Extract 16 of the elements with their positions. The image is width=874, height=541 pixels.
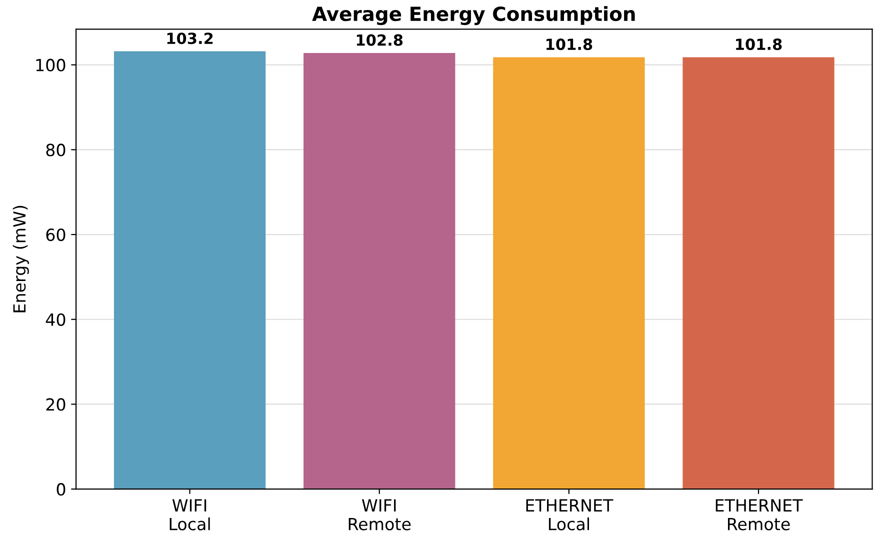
y-tick-label: 80 [46, 144, 66, 156]
y-tick-label: 60 [46, 228, 66, 242]
y-tick-label: 0 [56, 483, 66, 496]
y-tick-label: 20 [46, 398, 66, 411]
x-tick-label: WIFI Local [170, 499, 210, 530]
data-label: 101.8 [546, 38, 592, 50]
y-tick-label: 100 [36, 58, 66, 72]
data-label: 103.2 [167, 32, 213, 44]
x-tick-label: ETHERNET Local [526, 499, 614, 530]
x-tick-label: WIFI Remote [348, 499, 411, 530]
data-label: 102.8 [356, 34, 403, 46]
y-axis-title: Energy (mW) [12, 206, 29, 312]
data-label: 101.8 [736, 38, 782, 50]
x-tick-label: ETHERNET Remote [716, 499, 803, 530]
chart-title: Average Energy Consumption [312, 6, 635, 26]
y-tick-label: 40 [46, 313, 66, 326]
